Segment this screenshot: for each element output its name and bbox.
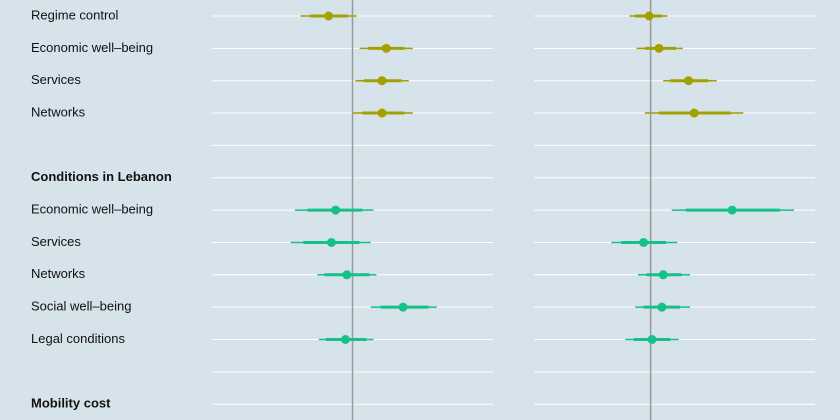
row-label: Regime control xyxy=(31,7,119,22)
row-label: Mobility cost xyxy=(31,396,111,411)
row-label: Networks xyxy=(31,104,86,119)
row-label: Economic well–being xyxy=(31,202,153,217)
estimate xyxy=(684,76,694,86)
estimate xyxy=(377,108,387,118)
estimate xyxy=(377,76,387,86)
estimate xyxy=(727,205,737,215)
row-label: Legal conditions xyxy=(31,331,125,346)
estimate xyxy=(639,237,649,247)
row-label: Services xyxy=(31,234,81,249)
estimate xyxy=(398,302,408,312)
row-label: Conditions in Lebanon xyxy=(31,169,172,184)
estimate xyxy=(689,108,699,118)
row-label: Networks xyxy=(31,266,86,281)
estimate xyxy=(381,43,391,53)
estimate xyxy=(324,11,334,21)
estimate xyxy=(654,43,664,53)
estimate xyxy=(340,335,350,344)
row-label: Social well–being xyxy=(31,299,131,314)
estimate xyxy=(657,302,667,312)
estimate xyxy=(644,11,654,21)
row-label: Economic well–being xyxy=(31,40,153,55)
estimate xyxy=(647,335,657,344)
estimate xyxy=(658,270,668,280)
estimate xyxy=(326,237,336,247)
estimate xyxy=(331,205,341,215)
row-label: Services xyxy=(31,72,81,87)
estimate xyxy=(342,270,352,280)
